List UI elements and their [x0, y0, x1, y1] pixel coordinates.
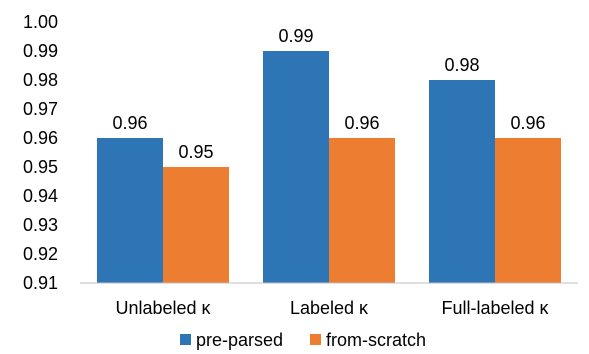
- data-label: 0.96: [344, 113, 379, 133]
- data-label: 0.98: [444, 55, 479, 75]
- x-axis-labels: Unlabeled κ Labeled κ Full-labeled κ: [115, 298, 549, 318]
- legend-label-from-scratch: from-scratch: [326, 330, 426, 350]
- data-label: 0.96: [112, 113, 147, 133]
- y-tick-label: 0.92: [23, 244, 58, 264]
- legend: pre-parsed from-scratch: [180, 330, 426, 350]
- legend-label-pre-parsed: pre-parsed: [196, 330, 283, 350]
- y-tick-label: 0.94: [23, 186, 58, 206]
- data-label: 0.96: [510, 113, 545, 133]
- bar-from-scratch-1: [329, 138, 395, 283]
- bar-pre-parsed-0: [97, 138, 163, 283]
- y-axis-ticks: 0.91 0.92 0.93 0.94 0.95 0.96 0.97 0.98 0.99 1.00: [23, 12, 58, 293]
- legend-swatch-pre-parsed: [180, 334, 191, 345]
- bar-from-scratch-2: [495, 138, 561, 283]
- y-tick-label: 0.96: [23, 128, 58, 148]
- data-label: 0.95: [178, 142, 213, 162]
- y-tick-label: 0.95: [23, 157, 58, 177]
- y-tick-label: 0.99: [23, 41, 58, 61]
- y-tick-label: 1.00: [23, 12, 58, 32]
- legend-swatch-from-scratch: [310, 334, 321, 345]
- y-tick-label: 0.97: [23, 99, 58, 119]
- data-label: 0.99: [278, 26, 313, 46]
- bar-pre-parsed-1: [263, 51, 329, 283]
- x-category-label: Full-labeled κ: [441, 298, 549, 318]
- y-tick-label: 0.98: [23, 70, 58, 90]
- bar-pre-parsed-2: [429, 80, 495, 283]
- x-category-label: Labeled κ: [290, 298, 369, 318]
- bar-from-scratch-0: [163, 167, 229, 283]
- y-tick-label: 0.91: [23, 273, 58, 293]
- y-tick-label: 0.93: [23, 215, 58, 235]
- bars: [97, 51, 561, 283]
- data-labels: 0.96 0.95 0.99 0.96 0.98 0.96: [112, 26, 545, 162]
- x-category-label: Unlabeled κ: [115, 298, 211, 318]
